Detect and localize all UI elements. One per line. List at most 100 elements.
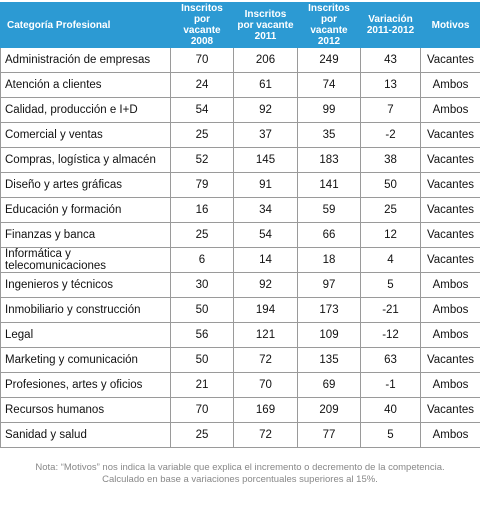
table-row: Inmobiliario y construcción 50 194 173 -21 Am… xyxy=(0,297,480,323)
value-cell: 194 xyxy=(233,297,298,323)
value-cell: 35 xyxy=(297,122,361,148)
value-cell: 173 xyxy=(297,297,361,323)
value-cell: Ambos xyxy=(420,97,480,123)
value-cell: 37 xyxy=(233,122,298,148)
value-cell: 25 xyxy=(170,422,234,448)
value-cell: 43 xyxy=(360,47,421,73)
category-cell: Compras, logística y almacén xyxy=(0,147,171,173)
table-row: Marketing y comunicación 50 72 135 63 Vacante… xyxy=(0,347,480,373)
category-cell: Administración de empresas xyxy=(0,47,171,73)
value-cell: 50 xyxy=(360,172,421,198)
value-cell: 16 xyxy=(170,197,234,223)
value-cell: 25 xyxy=(360,197,421,223)
value-cell: Vacantes xyxy=(420,347,480,373)
value-cell: 99 xyxy=(297,97,361,123)
category-cell: Comercial y ventas xyxy=(0,122,171,148)
value-cell: 21 xyxy=(170,372,234,398)
column-header: Motivos xyxy=(420,2,480,48)
value-cell: -1 xyxy=(360,372,421,398)
value-cell: Vacantes xyxy=(420,147,480,173)
category-cell: Informática y telecomunicaciones xyxy=(0,247,171,273)
value-cell: Ambos xyxy=(420,297,480,323)
value-cell: 13 xyxy=(360,72,421,98)
value-cell: 92 xyxy=(233,97,298,123)
category-cell: Diseño y artes gráficas xyxy=(0,172,171,198)
table-row: Profesiones, artes y oficios 21 70 69 -1 Ambo… xyxy=(0,372,480,398)
value-cell: 61 xyxy=(233,72,298,98)
table-row: Diseño y artes gráficas 79 91 141 50 Vacantes xyxy=(0,172,480,198)
category-cell: Legal xyxy=(0,322,171,348)
value-cell: 5 xyxy=(360,422,421,448)
note: Nota: “Motivos” nos indica la variable q… xyxy=(35,462,445,485)
data-table: Categoría Profesional Inscritos por vacan… xyxy=(0,2,480,448)
value-cell: 25 xyxy=(170,222,234,248)
value-cell: 18 xyxy=(297,247,361,273)
value-cell: 70 xyxy=(233,372,298,398)
value-cell: 7 xyxy=(360,97,421,123)
category-cell: Finanzas y banca xyxy=(0,222,171,248)
value-cell: 25 xyxy=(170,122,234,148)
value-cell: -12 xyxy=(360,322,421,348)
value-cell: 72 xyxy=(233,347,298,373)
value-cell: Vacantes xyxy=(420,397,480,423)
category-cell: Atención a clientes xyxy=(0,72,171,98)
value-cell: 69 xyxy=(297,372,361,398)
column-header: Inscritos por vacante 2012 xyxy=(297,2,361,48)
table-row: Comercial y ventas 25 37 35 -2 Vacantes xyxy=(0,122,480,148)
value-cell: 54 xyxy=(170,97,234,123)
value-cell: Vacantes xyxy=(420,247,480,273)
value-cell: -21 xyxy=(360,297,421,323)
header-row: Categoría Profesional Inscritos por vacan… xyxy=(0,2,480,48)
value-cell: Vacantes xyxy=(420,172,480,198)
table-row: Finanzas y banca 25 54 66 12 Vacantes xyxy=(0,222,480,248)
value-cell: 59 xyxy=(297,197,361,223)
table-row: Calidad, producción e I+D 54 92 99 7 Ambos xyxy=(0,97,480,123)
value-cell: 183 xyxy=(297,147,361,173)
column-header: Categoría Profesional xyxy=(0,2,171,48)
value-cell: 135 xyxy=(297,347,361,373)
value-cell: 92 xyxy=(233,272,298,298)
value-cell: 91 xyxy=(233,172,298,198)
value-cell: 12 xyxy=(360,222,421,248)
value-cell: 141 xyxy=(297,172,361,198)
value-cell: 50 xyxy=(170,297,234,323)
value-cell: 169 xyxy=(233,397,298,423)
value-cell: 54 xyxy=(233,222,298,248)
category-cell: Marketing y comunicación xyxy=(0,347,171,373)
value-cell: 97 xyxy=(297,272,361,298)
category-cell: Profesiones, artes y oficios xyxy=(0,372,171,398)
value-cell: 79 xyxy=(170,172,234,198)
table-row: Administración de empresas 70 206 249 43 Vaca… xyxy=(0,47,480,73)
value-cell: 56 xyxy=(170,322,234,348)
value-cell: Vacantes xyxy=(420,197,480,223)
column-header: Inscritos por vacante 2011 xyxy=(233,2,298,48)
table-row: Compras, logística y almacén 52 145 183 38 Va… xyxy=(0,147,480,173)
table-row: Recursos humanos 70 169 209 40 Vacantes xyxy=(0,397,480,423)
value-cell: 109 xyxy=(297,322,361,348)
table-row: Ingenieros y técnicos 30 92 97 5 Ambos xyxy=(0,272,480,298)
value-cell: Ambos xyxy=(420,322,480,348)
column-header: Inscritos por vacante 2008 xyxy=(170,2,234,48)
value-cell: 38 xyxy=(360,147,421,173)
value-cell: 34 xyxy=(233,197,298,223)
value-cell: 209 xyxy=(297,397,361,423)
value-cell: 63 xyxy=(360,347,421,373)
category-cell: Ingenieros y técnicos xyxy=(0,272,171,298)
value-cell: Ambos xyxy=(420,422,480,448)
table-row: Sanidad y salud 25 72 77 5 Ambos xyxy=(0,422,480,448)
value-cell: 66 xyxy=(297,222,361,248)
value-cell: 40 xyxy=(360,397,421,423)
value-cell: 70 xyxy=(170,47,234,73)
value-cell: 72 xyxy=(233,422,298,448)
value-cell: 50 xyxy=(170,347,234,373)
value-cell: Vacantes xyxy=(420,222,480,248)
value-cell: 74 xyxy=(297,72,361,98)
category-cell: Sanidad y salud xyxy=(0,422,171,448)
value-cell: 52 xyxy=(170,147,234,173)
category-cell: Calidad, producción e I+D xyxy=(0,97,171,123)
value-cell: 4 xyxy=(360,247,421,273)
table-body: Administración de empresas 70 206 249 43 Vaca… xyxy=(0,47,480,448)
table-row: Informática y telecomunicaciones 6 14 18 4 Va… xyxy=(0,247,480,273)
table-row: Educación y formación 16 34 59 25 Vacantes xyxy=(0,197,480,223)
